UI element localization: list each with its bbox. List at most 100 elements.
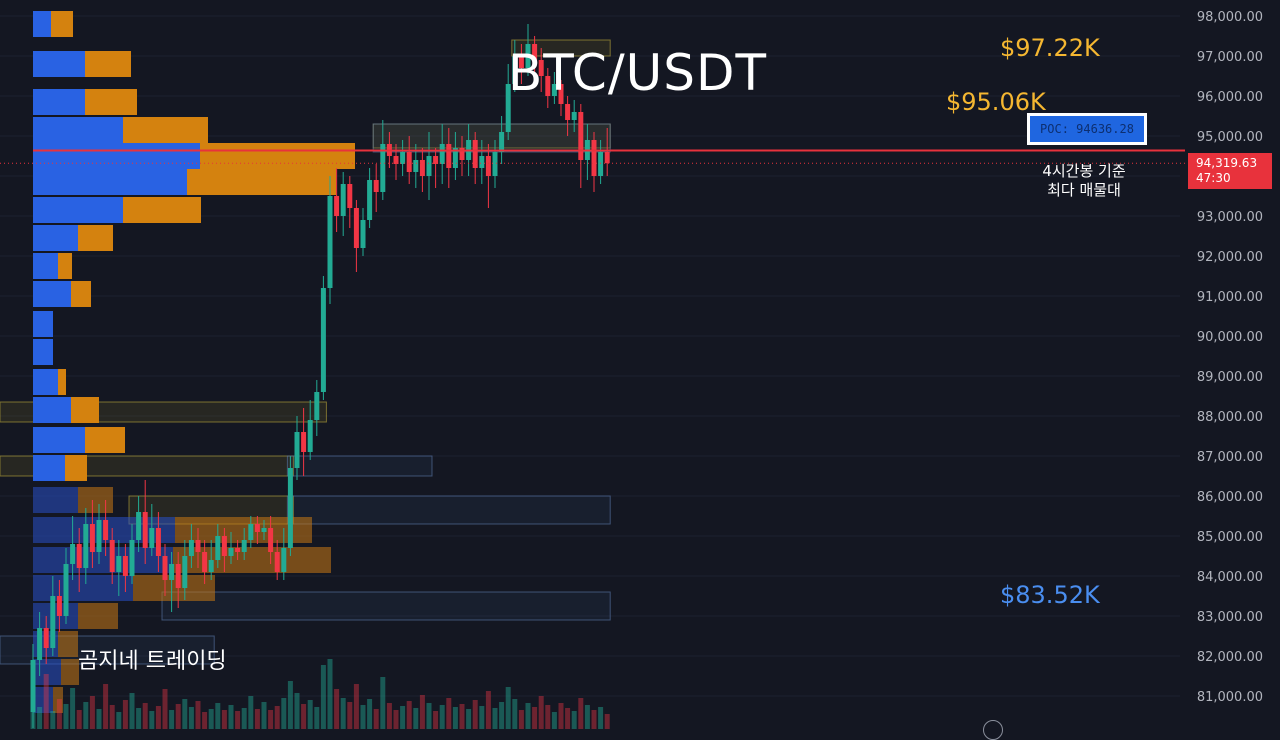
candle-body [373, 180, 379, 192]
volume-bar [202, 712, 208, 729]
volume-profile-buy [33, 575, 133, 601]
level-label-97k: $97.22K [1000, 34, 1100, 62]
volume-bar [43, 674, 49, 729]
volume-profile-sell [53, 687, 63, 713]
candle-body [320, 288, 326, 392]
y-tick-label: 82,000.00 [1197, 650, 1263, 665]
poc-note: 4시간봉 기준 최다 매물대 [1020, 162, 1148, 200]
volume-bar [142, 703, 148, 729]
volume-profile-sell [123, 117, 208, 143]
candle-body [565, 104, 571, 120]
volume-bar [155, 706, 161, 729]
volume-bar [578, 698, 584, 729]
volume-profile-sell [78, 225, 113, 251]
volume-bar [426, 703, 432, 729]
volume-bar [235, 711, 241, 729]
volume-bar [162, 689, 168, 729]
candle-body [149, 528, 155, 548]
y-tick-label: 83,000.00 [1197, 610, 1263, 625]
y-tick-label: 81,000.00 [1197, 690, 1263, 705]
volume-bar [327, 659, 333, 729]
candle-body [175, 564, 181, 588]
candle-body [281, 548, 287, 572]
candle-body [578, 112, 584, 160]
y-tick-label: 98,000.00 [1197, 10, 1263, 25]
candle-body [195, 540, 201, 552]
volume-profile-sell [65, 455, 87, 481]
volume-bar [89, 696, 95, 729]
volume-bar [545, 705, 551, 729]
y-tick-label: 86,000.00 [1197, 490, 1263, 505]
candle-body [307, 420, 313, 452]
candle-body [50, 596, 56, 648]
volume-bar [413, 708, 419, 729]
candle-body [202, 552, 208, 572]
volume-profile-buy [33, 455, 65, 481]
volume-bar [525, 703, 531, 729]
volume-profile-sell [78, 603, 118, 629]
y-tick-label: 88,000.00 [1197, 410, 1263, 425]
volume-bar [433, 711, 439, 729]
candle-body [492, 152, 498, 176]
volume-profile-buy [33, 547, 173, 573]
volume-bar [598, 707, 604, 729]
volume-bar [479, 706, 485, 729]
candle-body [109, 540, 115, 572]
volume-bar [307, 700, 313, 729]
candle-countdown: 47:30 [1196, 171, 1231, 185]
volume-bar [37, 707, 43, 729]
y-tick-label: 92,000.00 [1197, 250, 1263, 265]
y-tick-label: 89,000.00 [1197, 370, 1263, 385]
volume-profile-buy [33, 253, 58, 279]
volume-bar [353, 684, 359, 729]
current-price-value: 94,319.63 [1196, 156, 1258, 170]
settings-circle-icon[interactable] [983, 720, 1003, 740]
volume-bar [122, 700, 128, 729]
y-tick-label: 87,000.00 [1197, 450, 1263, 465]
volume-bar [558, 703, 564, 729]
volume-profile-sell [78, 487, 113, 513]
candle-body [538, 60, 544, 76]
volume-bar [400, 706, 406, 729]
volume-bar [446, 698, 452, 729]
volume-profile-buy [33, 51, 85, 77]
volume-bar [472, 700, 478, 729]
candle-body [89, 524, 95, 552]
volume-bar [195, 701, 201, 729]
volume-profile-buy [33, 197, 123, 223]
channel-watermark: 곰지네 트레이딩 [78, 649, 227, 674]
volume-profile-sell [85, 427, 125, 453]
volume-bar [386, 703, 392, 729]
volume-bar [518, 710, 524, 729]
candle-body [301, 432, 307, 452]
volume-bar [136, 708, 142, 729]
candle-body [419, 160, 425, 176]
candle-body [367, 180, 373, 220]
volume-bar [221, 710, 227, 729]
volume-profile-sell [123, 197, 201, 223]
candle-body [215, 536, 221, 560]
volume-profile-buy [33, 427, 85, 453]
candle-body [43, 628, 49, 648]
volume-profile-sell [61, 659, 79, 685]
candle-body [485, 156, 491, 176]
candle-body [558, 84, 564, 104]
candle-body [400, 152, 406, 164]
candle-body [182, 556, 188, 588]
candle-body [334, 196, 340, 216]
candle-body [360, 220, 366, 248]
volume-bar [301, 704, 307, 729]
candle-body [287, 468, 293, 548]
volume-bar [261, 702, 267, 729]
candle-body [56, 596, 62, 616]
candle-body [254, 524, 260, 532]
volume-bar [466, 709, 472, 729]
candle-body [261, 528, 267, 532]
volume-profile-buy [33, 225, 78, 251]
volume-bar [532, 707, 538, 729]
candle-body [162, 556, 168, 580]
volume-bar [56, 699, 62, 729]
volume-bar [492, 708, 498, 729]
volume-bar [334, 689, 340, 729]
